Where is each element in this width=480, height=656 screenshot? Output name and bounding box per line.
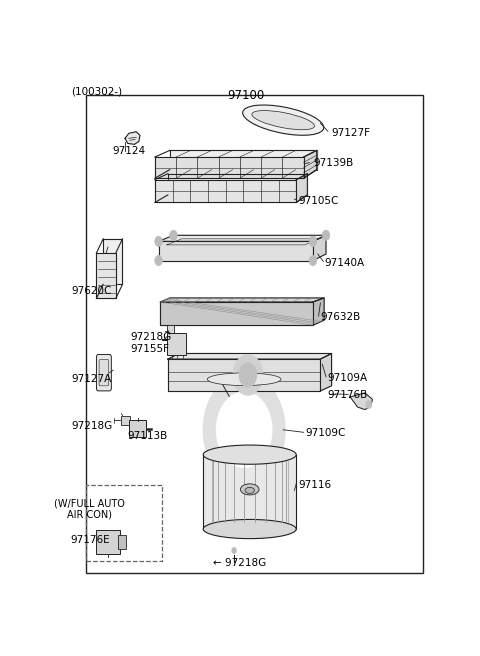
Circle shape (233, 355, 263, 395)
Polygon shape (158, 236, 326, 241)
Ellipse shape (203, 445, 296, 464)
Polygon shape (313, 236, 326, 260)
Text: 97127A: 97127A (71, 374, 111, 384)
Circle shape (239, 363, 257, 387)
Text: 97109C: 97109C (305, 428, 346, 438)
Ellipse shape (252, 111, 314, 130)
Polygon shape (168, 174, 307, 195)
Circle shape (366, 400, 372, 409)
Polygon shape (96, 253, 116, 298)
Text: 97124: 97124 (112, 146, 145, 157)
Bar (121, 416, 130, 424)
Text: 97100: 97100 (228, 89, 264, 102)
Text: 97155F: 97155F (131, 344, 170, 354)
FancyBboxPatch shape (129, 420, 146, 438)
Polygon shape (155, 157, 304, 178)
Ellipse shape (203, 520, 296, 539)
Text: ← 97218G: ← 97218G (213, 558, 266, 567)
Bar (167, 325, 174, 337)
Polygon shape (103, 239, 122, 284)
Polygon shape (170, 150, 317, 170)
FancyBboxPatch shape (96, 530, 120, 554)
Text: 97109A: 97109A (328, 373, 368, 382)
Text: 97176B: 97176B (328, 390, 368, 400)
Text: (100302-): (100302-) (71, 87, 122, 96)
Polygon shape (350, 393, 372, 409)
Text: 97105C: 97105C (298, 196, 338, 207)
Polygon shape (296, 174, 307, 203)
Text: 97116: 97116 (298, 480, 331, 490)
Polygon shape (160, 302, 313, 325)
Text: (W/FULL AUTO
AIR CON): (W/FULL AUTO AIR CON) (54, 499, 125, 520)
Text: 97176E: 97176E (70, 535, 109, 545)
Polygon shape (160, 298, 324, 302)
Text: 97139B: 97139B (313, 158, 353, 168)
FancyBboxPatch shape (119, 535, 126, 549)
Polygon shape (304, 150, 317, 178)
Ellipse shape (243, 105, 324, 135)
Polygon shape (313, 298, 324, 325)
Polygon shape (155, 180, 296, 203)
Polygon shape (168, 354, 332, 359)
Polygon shape (158, 241, 313, 260)
Circle shape (309, 255, 317, 266)
Circle shape (170, 230, 177, 240)
Text: 97632B: 97632B (321, 312, 360, 322)
Text: 97620C: 97620C (71, 286, 111, 296)
FancyBboxPatch shape (99, 359, 109, 386)
FancyBboxPatch shape (167, 333, 186, 354)
Circle shape (322, 230, 330, 240)
Polygon shape (203, 455, 296, 529)
Text: 97140A: 97140A (324, 258, 364, 268)
Ellipse shape (240, 484, 259, 495)
Text: 97218G: 97218G (131, 333, 172, 342)
Circle shape (232, 548, 236, 554)
Ellipse shape (207, 373, 281, 386)
Polygon shape (321, 354, 332, 391)
FancyBboxPatch shape (96, 354, 111, 391)
Circle shape (203, 374, 285, 485)
Polygon shape (168, 359, 321, 391)
Text: 97218G: 97218G (71, 421, 112, 431)
Circle shape (155, 236, 162, 247)
Circle shape (309, 236, 317, 247)
Text: 97113B: 97113B (127, 432, 167, 441)
Ellipse shape (245, 487, 254, 493)
Circle shape (216, 392, 272, 468)
Circle shape (155, 255, 162, 266)
Text: 97127F: 97127F (332, 128, 371, 138)
Polygon shape (125, 132, 140, 144)
